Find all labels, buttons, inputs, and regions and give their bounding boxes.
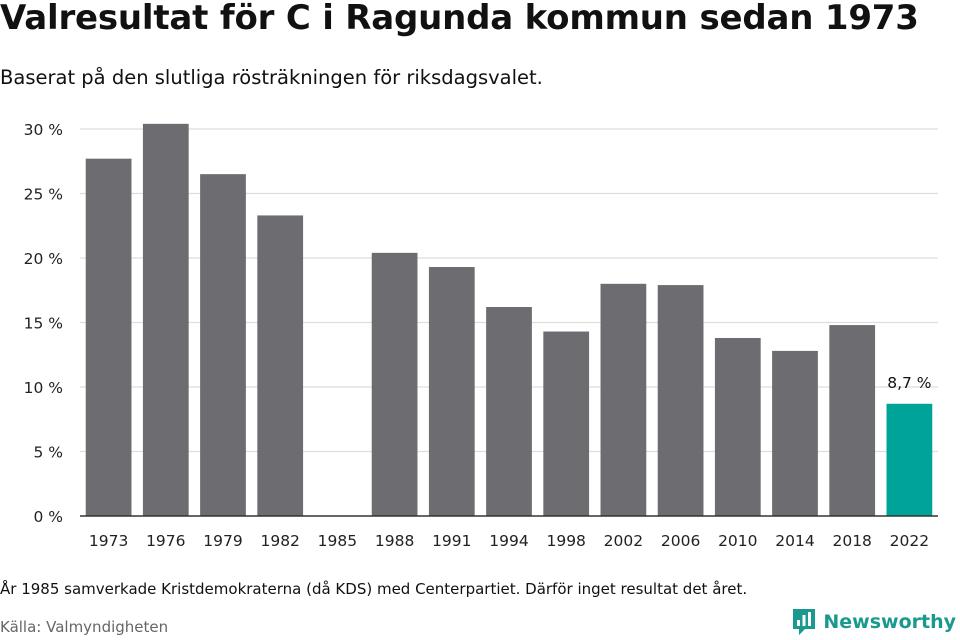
bar-1976 (142, 123, 189, 516)
y-tick-label: 25 % (24, 186, 63, 204)
y-tick-label: 15 % (24, 315, 63, 333)
y-tick-label: 5 % (33, 444, 63, 462)
x-tick-label: 1979 (203, 532, 242, 550)
bar-2006 (657, 285, 704, 516)
x-tick-label: 1988 (375, 532, 414, 550)
x-tick-label: 2014 (775, 532, 814, 550)
y-tick-label: 0 % (33, 508, 63, 526)
brand-logo: Newsworthy (791, 607, 956, 637)
x-tick-label: 2002 (604, 532, 643, 550)
bar-1994 (486, 307, 532, 516)
bar-1982 (257, 215, 304, 516)
bar-2002 (600, 283, 647, 516)
x-tick-label: 1994 (489, 532, 528, 550)
source-credit: Källa: Valmyndigheten (0, 618, 169, 636)
bar-1979 (200, 174, 246, 516)
chart-title: Valresultat för C i Ragunda kommun sedan… (0, 0, 919, 38)
bar-1973 (85, 158, 132, 517)
brand-name: Newsworthy (823, 611, 956, 633)
x-tick-label: 1991 (432, 532, 471, 550)
x-tick-label: 2006 (661, 532, 700, 550)
bar-2022 (886, 403, 933, 516)
bar-chart: 0 % 5 % 10 % 15 % 20 % 25 % 30 % 1973 1976 1979 19… (24, 121, 938, 550)
x-tick-label: 2018 (832, 532, 871, 550)
bar-2018 (829, 325, 876, 516)
data-label-2022: 8,7 % (887, 374, 931, 392)
x-tick-label: 1985 (318, 532, 357, 550)
y-tick-label: 20 % (24, 250, 63, 268)
newsworthy-logo-icon (793, 609, 816, 635)
footnote: År 1985 samverkade Kristdemokraterna (då… (0, 580, 748, 598)
bar-2010 (714, 337, 761, 516)
bar-2014 (772, 350, 818, 516)
x-tick-label: 1976 (146, 532, 185, 550)
x-tick-label: 2010 (718, 532, 757, 550)
x-tick-label: 1998 (546, 532, 585, 550)
bar-1991 (428, 267, 475, 516)
bar-1998 (543, 331, 590, 516)
chart-subtitle: Baserat på den slutliga rösträkningen fö… (0, 66, 543, 89)
x-tick-label: 1982 (260, 532, 299, 550)
y-tick-label: 10 % (24, 379, 63, 397)
y-tick-label: 30 % (24, 121, 63, 139)
x-tick-label: 1973 (89, 532, 128, 550)
x-tick-label: 2022 (890, 532, 929, 550)
bar-1988 (371, 252, 418, 516)
